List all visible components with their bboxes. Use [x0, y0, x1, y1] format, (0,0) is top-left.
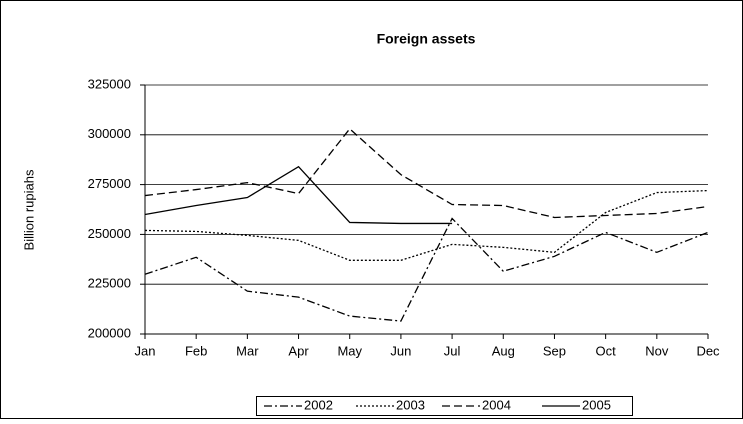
y-tick-label: 200000 — [88, 325, 131, 340]
y-tick-label: 300000 — [88, 126, 131, 141]
series-line — [144, 217, 709, 322]
x-tick-label: Sep — [543, 343, 566, 358]
legend-label: 2005 — [582, 397, 611, 412]
x-tick-label: May — [337, 343, 362, 358]
y-tick-label: 225000 — [88, 276, 131, 291]
x-tick-label: Apr — [288, 343, 309, 358]
x-tick-label: Nov — [645, 343, 669, 358]
legend-label: 2002 — [304, 397, 333, 412]
y-axis-label: Billion rupiahs — [21, 169, 36, 250]
x-tick-label: Dec — [696, 343, 720, 358]
series-line — [144, 165, 453, 225]
chart-title: Foreign assets — [377, 31, 476, 47]
series-line — [144, 189, 709, 261]
x-tick-label: Oct — [596, 343, 617, 358]
x-tick-label: Mar — [236, 343, 259, 358]
series-line — [144, 127, 709, 219]
x-tick-label: Jan — [135, 343, 156, 358]
y-tick-label: 275000 — [88, 176, 131, 191]
y-tick-label: 250000 — [88, 226, 131, 241]
legend-label: 2003 — [396, 397, 425, 412]
x-tick-label: Aug — [492, 343, 515, 358]
x-tick-label: Jul — [444, 343, 461, 358]
x-tick-label: Feb — [185, 343, 207, 358]
x-tick-label: Jun — [390, 343, 411, 358]
y-tick-label: 325000 — [88, 76, 131, 91]
legend-label: 2004 — [482, 397, 511, 412]
